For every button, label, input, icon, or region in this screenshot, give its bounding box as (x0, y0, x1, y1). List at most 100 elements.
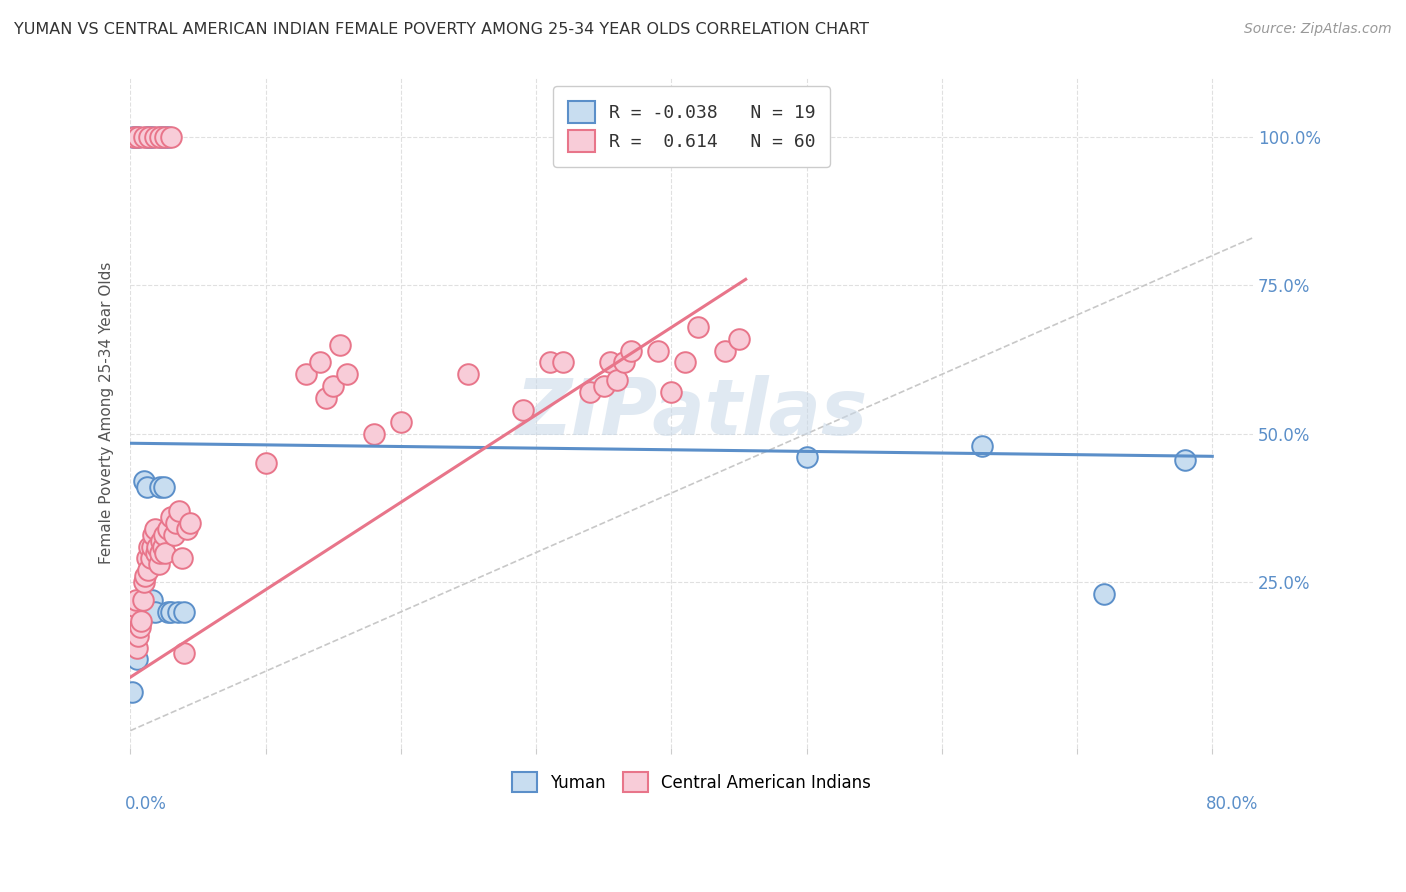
Point (122, 605, 145, 619)
Point (135, 551, 157, 566)
Point (142, 527, 165, 541)
Point (143, 522, 166, 536)
Point (138, 605, 160, 619)
Point (167, 504, 190, 518)
Point (149, 545, 172, 559)
Point (160, 509, 183, 524)
Point (150, 533, 173, 548)
Point (132, 475, 155, 489)
Point (322, 379, 344, 393)
Point (153, 480, 176, 494)
Point (165, 516, 187, 530)
Point (157, 129, 180, 144)
Point (136, 563, 159, 577)
Point (131, 593, 153, 607)
Legend: Yuman, Central American Indians: Yuman, Central American Indians (503, 764, 879, 800)
Point (1092, 587, 1115, 601)
Text: ZIPatlas: ZIPatlas (516, 375, 868, 451)
Point (128, 620, 150, 634)
Point (146, 540, 169, 554)
Point (457, 368, 479, 382)
Point (127, 129, 149, 144)
Point (972, 439, 994, 453)
Point (132, 129, 155, 144)
Point (145, 545, 167, 559)
Y-axis label: Female Poverty Among 25-34 Year Olds: Female Poverty Among 25-34 Year Olds (100, 261, 114, 564)
Point (295, 368, 318, 382)
Point (512, 403, 534, 417)
Point (157, 522, 180, 536)
Point (152, 540, 174, 554)
Text: YUMAN VS CENTRAL AMERICAN INDIAN FEMALE POVERTY AMONG 25-34 YEAR OLDS CORRELATIO: YUMAN VS CENTRAL AMERICAN INDIAN FEMALE … (14, 22, 869, 37)
Point (592, 379, 614, 393)
Point (124, 129, 146, 144)
Point (1174, 453, 1197, 467)
Point (606, 373, 628, 387)
Point (166, 605, 188, 619)
Point (579, 385, 602, 400)
Point (135, 480, 157, 494)
Point (173, 647, 195, 661)
Point (143, 129, 166, 144)
Point (127, 129, 149, 144)
Point (179, 516, 201, 530)
Point (134, 569, 156, 583)
Point (688, 319, 710, 334)
Point (153, 527, 176, 541)
Point (124, 616, 146, 631)
Point (728, 332, 751, 346)
Point (148, 558, 170, 572)
Point (129, 605, 152, 619)
Point (329, 337, 352, 351)
Point (127, 640, 149, 655)
Point (160, 129, 183, 144)
Point (553, 355, 575, 369)
Point (121, 611, 143, 625)
Point (155, 545, 177, 559)
Text: Source: ZipAtlas.com: Source: ZipAtlas.com (1244, 22, 1392, 37)
Point (127, 629, 149, 643)
Point (143, 605, 166, 619)
Point (796, 450, 818, 465)
Point (122, 129, 145, 144)
Point (160, 605, 183, 619)
Point (149, 480, 172, 494)
Point (121, 685, 143, 699)
Point (308, 355, 330, 369)
Point (132, 575, 155, 590)
Point (141, 540, 163, 554)
Point (389, 415, 412, 429)
Point (620, 343, 643, 358)
Point (162, 527, 184, 541)
Point (155, 129, 177, 144)
Text: 0.0%: 0.0% (125, 796, 166, 814)
Point (153, 129, 176, 144)
Point (125, 129, 148, 144)
Point (599, 355, 621, 369)
Point (157, 605, 180, 619)
Point (647, 343, 669, 358)
Point (613, 355, 636, 369)
Point (129, 614, 152, 628)
Point (138, 129, 160, 144)
Point (714, 343, 737, 358)
Point (139, 551, 162, 566)
Point (659, 385, 682, 400)
Point (336, 368, 359, 382)
Point (673, 355, 696, 369)
Point (138, 129, 160, 144)
Point (149, 129, 172, 144)
Point (125, 593, 148, 607)
Text: 80.0%: 80.0% (1206, 796, 1258, 814)
Point (315, 391, 337, 405)
Point (254, 457, 277, 471)
Point (141, 129, 163, 144)
Point (173, 605, 195, 619)
Point (538, 355, 561, 369)
Point (127, 652, 149, 666)
Point (149, 129, 172, 144)
Point (170, 551, 193, 566)
Point (363, 426, 385, 441)
Point (124, 599, 146, 613)
Point (135, 129, 157, 144)
